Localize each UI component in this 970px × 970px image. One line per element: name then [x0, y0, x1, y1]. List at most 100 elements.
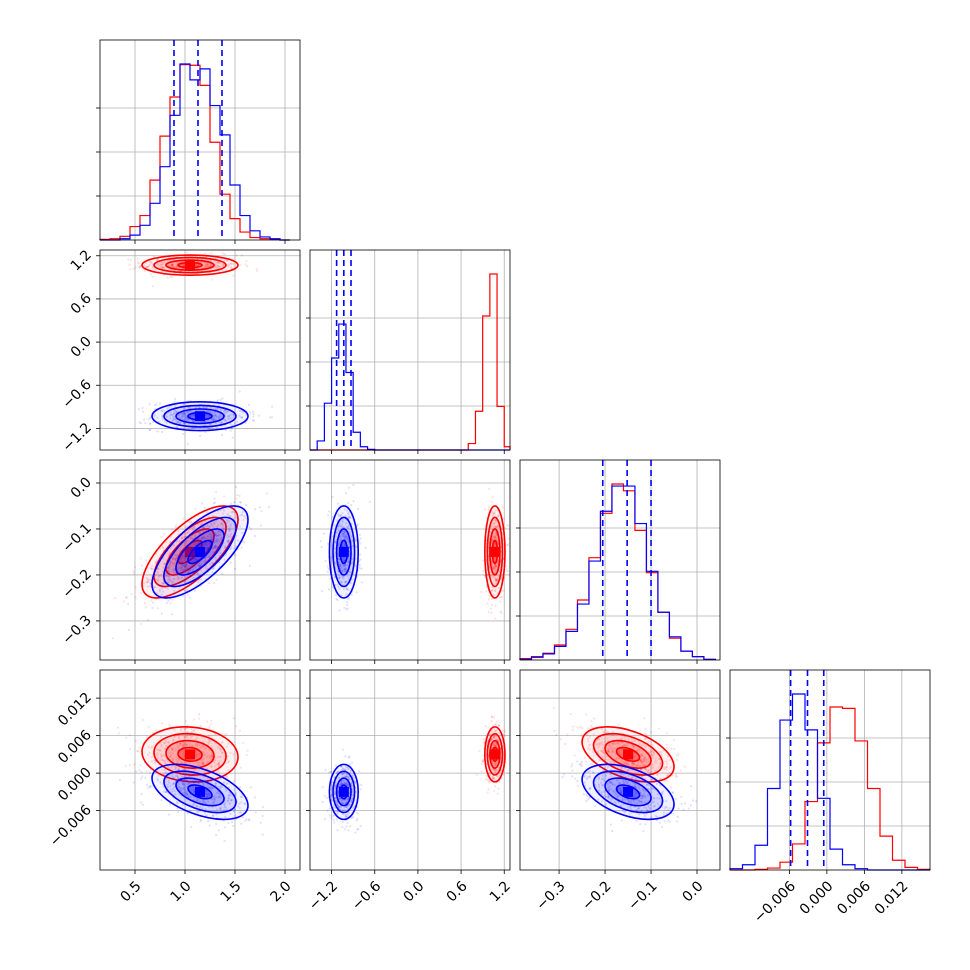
scatter-point — [197, 713, 201, 716]
scatter-point — [204, 266, 207, 269]
scatter-point — [212, 514, 215, 518]
scatter-point — [351, 557, 354, 560]
scatter-point — [239, 415, 242, 419]
scatter-point — [224, 775, 227, 778]
scatter-point — [194, 779, 197, 782]
scatter-point — [344, 775, 347, 778]
scatter-point — [199, 746, 202, 749]
scatter-point — [346, 607, 349, 610]
scatter-point — [495, 735, 498, 739]
scatter-point — [341, 520, 344, 524]
scatter-point — [181, 594, 184, 597]
scatter-point — [192, 427, 195, 430]
scatter-point — [189, 546, 193, 549]
scatter-point — [233, 808, 236, 811]
scatter-point — [159, 735, 163, 739]
scatter-point — [171, 598, 174, 601]
scatter-point — [346, 821, 349, 825]
scatter-point — [183, 422, 186, 425]
scatter-point — [223, 558, 226, 561]
scatter-point — [179, 729, 182, 732]
scatter-point — [203, 506, 206, 509]
scatter-point — [160, 535, 163, 539]
scatter-point — [189, 809, 192, 812]
scatter-point — [218, 747, 221, 750]
scatter-point — [185, 562, 189, 565]
scatter-point — [197, 768, 201, 771]
scatter-point — [346, 603, 349, 606]
density-contour — [332, 516, 356, 588]
scatter-point — [339, 783, 342, 787]
scatter-point — [209, 552, 213, 556]
scatter-point — [341, 772, 344, 775]
scatter-point — [220, 521, 223, 525]
scatter-point — [349, 778, 352, 781]
scatter-point — [357, 523, 360, 526]
scatter-point — [206, 792, 209, 796]
scatter-point — [132, 267, 136, 270]
scatter-point — [188, 521, 191, 524]
scatter-point — [493, 563, 497, 566]
scatter-point — [216, 546, 220, 549]
scatter-point — [208, 264, 212, 268]
scatter-point — [163, 769, 166, 772]
scatter-point — [176, 420, 179, 423]
scatter-point — [178, 540, 181, 543]
scatter-point — [328, 814, 331, 817]
scatter-point — [207, 754, 210, 757]
scatter-point — [211, 531, 214, 534]
scatter-point — [171, 761, 174, 764]
scatter-point — [222, 409, 226, 412]
density-peak — [338, 546, 349, 557]
scatter-point — [205, 424, 208, 427]
scatter-point — [587, 746, 590, 750]
scatter-point — [167, 741, 170, 744]
scatter-point — [210, 251, 213, 255]
scatter-point — [346, 773, 349, 776]
density-contour — [165, 739, 215, 769]
scatter-point — [179, 417, 182, 420]
scatter-point — [494, 535, 497, 538]
density-peak — [338, 786, 349, 797]
scatter-point — [217, 769, 220, 773]
scatter-point — [495, 729, 498, 732]
scatter-point — [368, 500, 371, 503]
scatter-point — [337, 577, 340, 580]
scatter-point — [347, 756, 350, 759]
scatter-point — [338, 805, 341, 808]
scatter-point — [220, 751, 224, 754]
scatter-point — [643, 755, 646, 759]
scatter-point — [207, 540, 211, 544]
scatter-point — [224, 806, 228, 809]
scatter-point — [214, 533, 217, 537]
scatter-point — [201, 740, 205, 744]
scatter-point — [651, 744, 654, 747]
scatter-point — [174, 405, 177, 408]
scatter-point — [640, 760, 643, 763]
scatter-point — [253, 796, 257, 799]
scatter-point — [495, 520, 498, 523]
scatter-point — [343, 569, 346, 572]
scatter-point — [490, 775, 494, 778]
scatter-point — [632, 762, 636, 765]
scatter-point — [228, 417, 231, 420]
scatter-point — [157, 567, 160, 570]
scatter-point — [233, 810, 236, 813]
scatter-point — [492, 777, 495, 780]
scatter-point — [242, 541, 246, 544]
density-contour — [151, 505, 249, 599]
scatter-point — [209, 781, 213, 784]
scatter-point — [232, 780, 236, 783]
scatter-point — [328, 510, 331, 513]
scatter-point — [193, 781, 196, 784]
scatter-point — [238, 414, 241, 417]
scatter-point — [172, 415, 175, 419]
scatter-point — [345, 815, 348, 818]
scatter-point — [219, 755, 222, 759]
scatter-point — [643, 717, 646, 720]
scatter-point — [241, 416, 244, 419]
scatter-point — [231, 436, 234, 439]
scatter-point — [205, 547, 209, 550]
scatter-point — [334, 561, 337, 564]
scatter-point — [492, 586, 496, 590]
